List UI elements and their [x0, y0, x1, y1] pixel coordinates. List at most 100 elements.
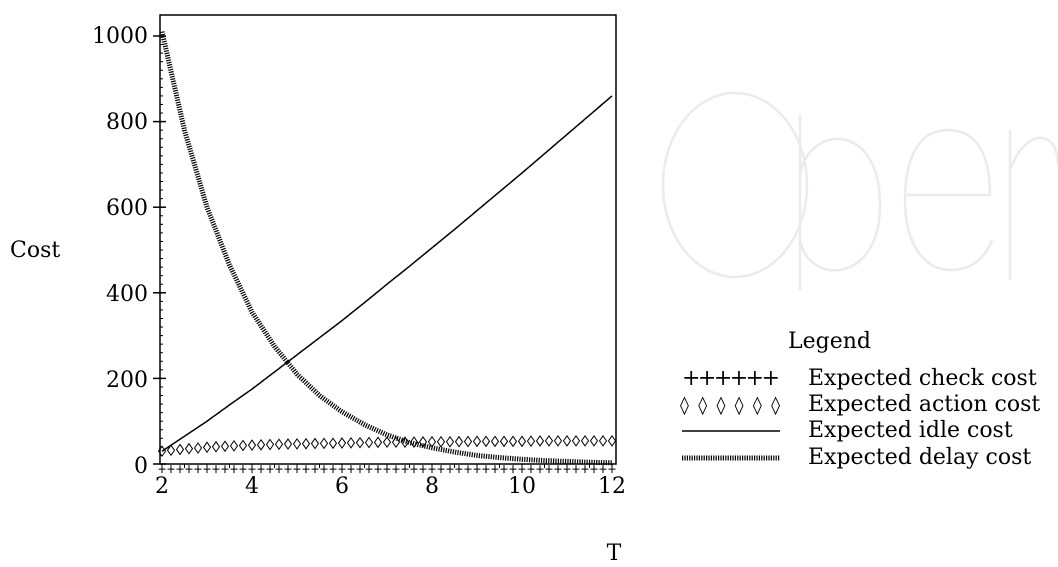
data-point — [364, 436, 374, 449]
data-point — [482, 465, 490, 474]
data-point — [202, 441, 212, 454]
x-axis-title: T — [607, 541, 622, 566]
data-point — [184, 442, 194, 455]
data-point — [338, 465, 346, 474]
data-point — [464, 465, 472, 474]
data-point — [490, 435, 500, 448]
data-point — [374, 465, 382, 474]
data-point — [445, 435, 455, 448]
data-point — [455, 465, 463, 474]
data-point — [319, 437, 329, 450]
y-tick-label: 600 — [106, 196, 148, 221]
data-point — [221, 465, 229, 474]
data-point — [401, 465, 409, 474]
data-point — [571, 435, 581, 447]
data-point — [320, 465, 328, 474]
data-point — [581, 465, 589, 474]
data-point — [283, 438, 293, 450]
data-point — [301, 437, 311, 450]
data-point — [437, 465, 445, 474]
data-point — [463, 435, 473, 448]
data-point — [220, 440, 230, 453]
data-point — [580, 435, 590, 447]
data-point — [509, 465, 517, 474]
data-point — [598, 435, 608, 447]
y-major-ticks — [153, 35, 166, 465]
data-point — [311, 465, 319, 474]
data-point — [229, 439, 239, 452]
x-tick-label: 12 — [598, 474, 626, 499]
data-point — [329, 465, 337, 474]
series-diamond — [157, 435, 617, 458]
data-point — [545, 465, 553, 474]
y-tick-label: 400 — [106, 282, 148, 307]
data-point — [275, 465, 283, 474]
data-point — [544, 435, 554, 447]
data-point — [535, 435, 545, 447]
data-point — [391, 436, 401, 449]
plot-frame — [159, 14, 617, 465]
y-tick-label: 200 — [106, 368, 148, 393]
data-point — [274, 438, 284, 451]
series-line — [159, 31, 612, 466]
data-point — [410, 465, 418, 474]
data-point — [193, 442, 203, 454]
data-point — [203, 465, 211, 474]
data-point — [607, 435, 617, 447]
data-point — [590, 465, 598, 474]
data-point — [185, 465, 193, 474]
data-point — [392, 465, 400, 474]
data-point — [293, 465, 301, 474]
data-point — [211, 440, 221, 453]
data-point — [473, 465, 481, 474]
data-point — [166, 444, 176, 457]
y-axis-title: Cost — [10, 238, 60, 263]
data-point — [265, 438, 275, 451]
data-point — [302, 465, 310, 474]
data-point — [256, 438, 266, 451]
legend-label-idle: Expected idle cost — [808, 418, 1013, 443]
data-point — [212, 465, 220, 474]
data-point — [158, 465, 166, 474]
data-point — [589, 435, 599, 447]
data-point — [508, 435, 518, 448]
y-tick-label: 800 — [106, 110, 148, 135]
data-point — [526, 435, 536, 448]
watermark-logo — [661, 91, 1058, 290]
legend-title: Legend — [788, 329, 871, 354]
data-point — [419, 465, 427, 474]
data-point — [355, 436, 365, 449]
data-point — [292, 438, 302, 450]
legend-label-action: Expected action cost — [808, 392, 1040, 417]
data-point — [572, 465, 580, 474]
series-dotted — [159, 31, 612, 466]
data-point — [409, 436, 419, 448]
data-point — [500, 465, 508, 474]
x-tick-label: 10 — [508, 474, 536, 499]
data-point — [491, 465, 499, 474]
data-point — [554, 465, 562, 474]
y-tick-label: 1000 — [92, 24, 148, 49]
data-point — [383, 465, 391, 474]
data-point — [436, 435, 446, 448]
data-point — [517, 435, 527, 448]
x-tick-label: 6 — [335, 474, 349, 499]
data-point — [562, 435, 572, 447]
data-point — [608, 465, 616, 474]
data-point — [194, 465, 202, 474]
data-point — [266, 465, 274, 474]
legend-sample-action: ◊◊◊◊◊◊ — [680, 395, 780, 416]
y-tick-label: 0 — [134, 454, 148, 479]
data-point — [176, 465, 184, 474]
data-point — [239, 465, 247, 474]
x-tick-label: 8 — [425, 474, 439, 499]
data-point — [373, 436, 383, 449]
data-point — [599, 465, 607, 474]
legend: Legend ++++++ Expected check cost ◊◊◊◊◊◊… — [680, 329, 1040, 470]
data-point — [356, 465, 364, 474]
data-point — [553, 435, 563, 447]
data-point — [346, 436, 356, 449]
data-point — [347, 465, 355, 474]
legend-sample-check: ++++++ — [682, 366, 780, 391]
x-tick-label: 4 — [245, 474, 259, 499]
